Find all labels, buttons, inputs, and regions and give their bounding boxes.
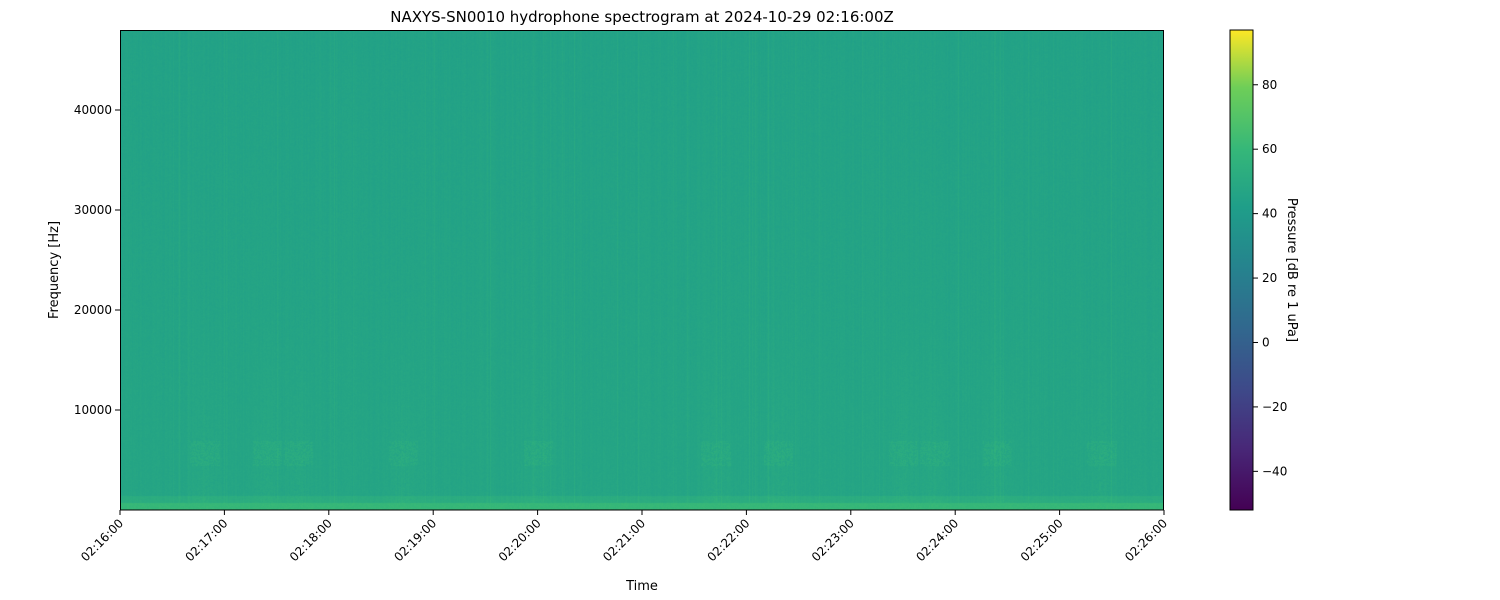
colorbar-tick-label: 80 (1262, 78, 1277, 92)
x-tick-label: 02:22:00 (705, 516, 753, 564)
x-tick-label: 02:20:00 (496, 516, 544, 564)
colorbar-tick-label: 40 (1262, 207, 1277, 221)
colorbar-tick-label: −20 (1262, 400, 1287, 414)
colorbar-tick-label: 60 (1262, 142, 1277, 156)
x-tick-label: 02:25:00 (1018, 516, 1066, 564)
colorbar-label: Pressure [dB re 1 uPa] (1284, 198, 1299, 342)
x-tick-label: 02:18:00 (287, 516, 335, 564)
colorbar-tick-label: −40 (1262, 464, 1287, 478)
x-tick-label: 02:24:00 (913, 516, 961, 564)
x-tick-label: 02:19:00 (391, 516, 439, 564)
colorbar-tick-label: 20 (1262, 271, 1277, 285)
y-tick-label: 30000 (74, 203, 112, 217)
plot-frame (120, 30, 1164, 511)
x-tick-label: 02:16:00 (78, 516, 126, 564)
y-tick-label: 40000 (74, 103, 112, 117)
spectrogram-image (121, 31, 1164, 510)
x-tick-label: 02:17:00 (183, 516, 231, 564)
colorbar-tick-label: 0 (1262, 335, 1270, 349)
colorbar (1229, 29, 1254, 511)
x-axis-label: Time (625, 579, 658, 594)
y-axis-label: Frequency [Hz] (47, 221, 62, 319)
chart-title: NAXYS-SN0010 hydrophone spectrogram at 2… (390, 8, 894, 26)
y-tick-label: 20000 (74, 303, 112, 317)
x-tick-label: 02:23:00 (809, 516, 857, 564)
y-tick-label: 10000 (74, 403, 112, 417)
x-tick-label: 02:21:00 (600, 516, 648, 564)
x-tick-label: 02:26:00 (1122, 516, 1170, 564)
